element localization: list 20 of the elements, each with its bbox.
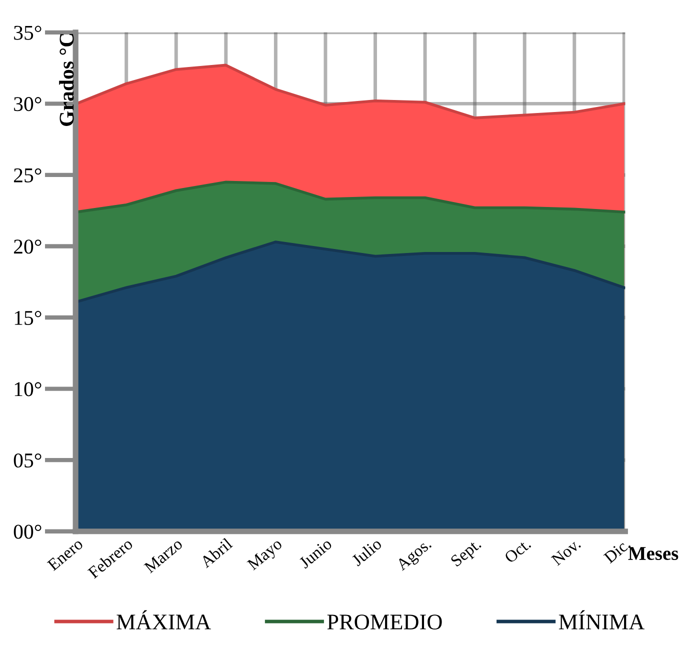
y-tick-label: 35°	[14, 26, 42, 40]
x-tick-label: Julio	[350, 537, 382, 567]
legend-label: MÍNIMA	[558, 610, 645, 630]
y-tick-label: 00°	[14, 524, 42, 539]
x-tick-label: Dic.	[603, 538, 631, 564]
y-axis-title: Grados °C	[59, 34, 74, 126]
y-tick-label: 20°	[14, 240, 42, 254]
x-tick-label: Oct.	[504, 538, 532, 564]
x-axis-title: Meses	[628, 547, 678, 560]
y-tick-label: 05°	[14, 453, 42, 468]
y-tick-label: 10°	[14, 382, 42, 396]
y-tick-label: 25°	[14, 168, 42, 182]
x-tick-label: Junio	[298, 538, 333, 569]
legend-label: MÁXIMA	[116, 610, 211, 630]
x-tick-label: Agos.	[395, 538, 434, 574]
x-tick-label: Sept.	[450, 538, 484, 570]
y-tick-label: 15°	[14, 310, 42, 325]
x-tick-label: Nov.	[550, 538, 582, 566]
y-tick-label: 30°	[14, 97, 42, 112]
legend-label: PROMEDIO	[327, 614, 442, 630]
